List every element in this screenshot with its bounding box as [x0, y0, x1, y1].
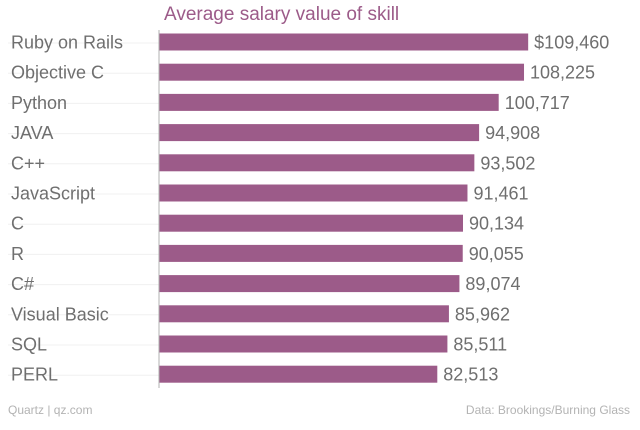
category-label-perl: PERL [11, 365, 58, 385]
category-label-visual-basic: Visual Basic [11, 304, 109, 324]
category-label-objective-c: Objective C [11, 63, 104, 83]
category-label-sql: SQL [11, 335, 47, 355]
value-label-r: 90,055 [469, 244, 524, 264]
bar-visual-basic [159, 305, 449, 323]
value-label-python: 100,717 [505, 93, 570, 113]
category-label-c: C# [11, 274, 34, 294]
bar-c [159, 214, 463, 232]
value-label-java: 94,908 [485, 123, 540, 143]
footer-source-left: Quartz | qz.com [8, 403, 93, 417]
category-label-ruby-on-rails: Ruby on Rails [11, 33, 123, 53]
bar-java [159, 124, 480, 142]
category-label-python: Python [11, 93, 67, 113]
bar-objective-c [159, 63, 525, 81]
value-label-visual-basic: 85,962 [455, 304, 510, 324]
row-guides [8, 42, 159, 376]
value-label-perl: 82,513 [443, 365, 498, 385]
bars [159, 33, 529, 383]
bar-r [159, 244, 463, 262]
category-label-c: C [11, 214, 24, 234]
value-label-ruby-on-rails: $109,460 [534, 33, 609, 53]
category-label-javascript: JavaScript [11, 184, 95, 204]
value-label-javascript: 91,461 [473, 184, 528, 204]
footer-source-right: Data: Brookings/Burning Glass [465, 403, 630, 417]
bar-sql [159, 335, 448, 353]
value-label-sql: 85,511 [453, 335, 507, 355]
value-label-c: 90,134 [469, 214, 524, 234]
bar-javascript [159, 184, 468, 202]
bar-ruby-on-rails [159, 33, 529, 51]
chart-title: Average salary value of skill [164, 4, 400, 25]
bar-python [159, 93, 499, 111]
category-label-java: JAVA [11, 123, 53, 143]
bar-c [159, 154, 475, 172]
value-label-objective-c: 108,225 [530, 63, 595, 83]
value-label-c: 93,502 [480, 153, 535, 173]
category-label-r: R [11, 244, 24, 264]
value-label-c: 89,074 [465, 274, 520, 294]
category-labels: Ruby on Rails Objective C Python JAVA C++ Jav… [11, 33, 123, 385]
bar-perl [159, 365, 438, 383]
bar-c [159, 275, 460, 293]
value-labels: $109,460 108,225 100,717 94,908 93,502 91,461… [443, 33, 609, 385]
category-label-c: C++ [11, 153, 45, 173]
